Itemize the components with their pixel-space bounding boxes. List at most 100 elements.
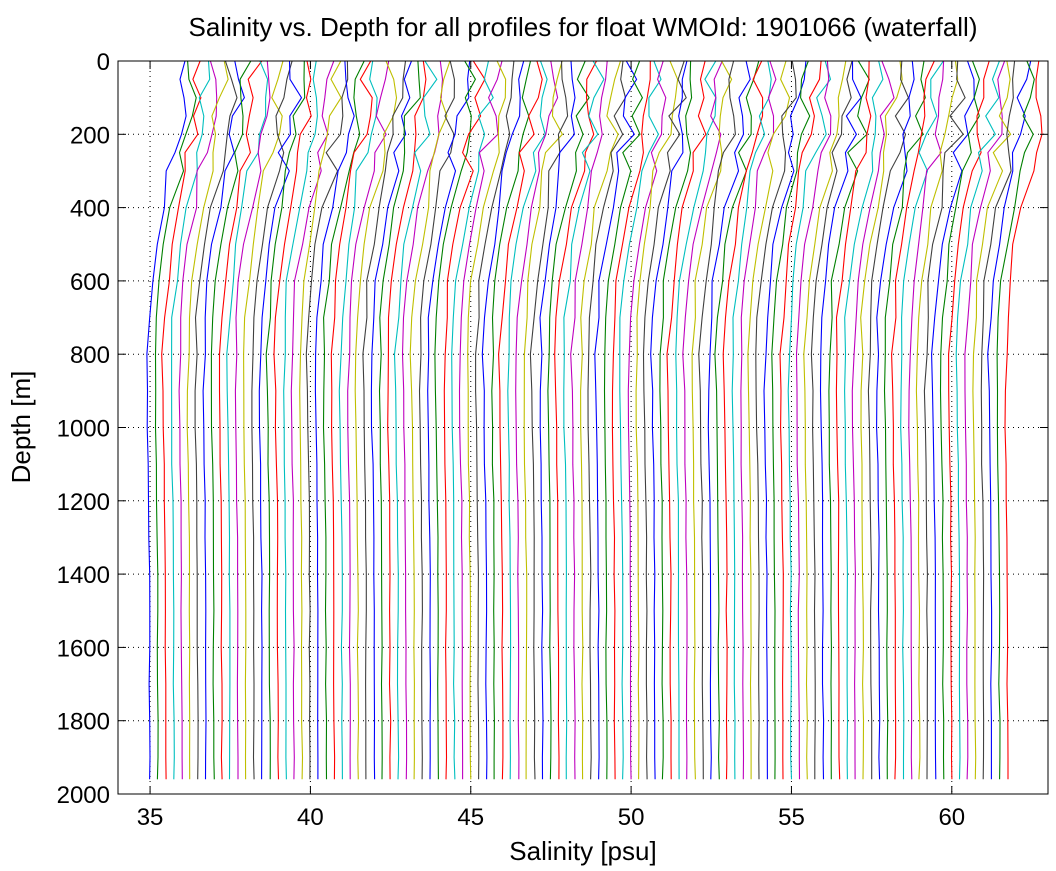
profile-line bbox=[393, 61, 438, 780]
y-tick-label: 1400 bbox=[57, 562, 110, 589]
profile-line bbox=[828, 61, 870, 780]
chart-title: Salinity vs. Depth for all profiles for … bbox=[188, 12, 978, 42]
x-tick-label: 60 bbox=[938, 804, 965, 831]
profile-line bbox=[810, 61, 853, 780]
profile-line bbox=[876, 61, 915, 780]
profile-line bbox=[370, 61, 413, 780]
profile-line bbox=[650, 61, 688, 780]
profile-line bbox=[178, 61, 218, 780]
profile-line bbox=[475, 61, 515, 780]
profile-line bbox=[755, 61, 797, 780]
profile-line bbox=[803, 61, 847, 780]
profile-line bbox=[698, 61, 736, 780]
profile-line bbox=[314, 61, 355, 780]
profile-line bbox=[161, 61, 202, 780]
profile-line bbox=[515, 61, 559, 780]
profile-line bbox=[659, 61, 693, 780]
y-tick-label: 0 bbox=[97, 49, 110, 76]
profile-line bbox=[570, 61, 608, 780]
y-tick-label: 800 bbox=[70, 342, 110, 369]
profile-line bbox=[347, 61, 390, 780]
profile-line bbox=[787, 61, 832, 780]
profile-line bbox=[587, 61, 627, 780]
x-tick-label: 40 bbox=[297, 804, 324, 831]
profile-line bbox=[290, 61, 335, 780]
profile-line bbox=[740, 61, 777, 780]
profile-line bbox=[409, 61, 451, 780]
profile-line bbox=[948, 61, 990, 780]
profile-line bbox=[299, 61, 342, 780]
profile-line bbox=[539, 61, 576, 780]
profile-line bbox=[322, 61, 365, 780]
profile-line bbox=[547, 61, 590, 780]
profile-line bbox=[491, 61, 532, 780]
profile-line bbox=[194, 61, 238, 780]
profile-line bbox=[563, 61, 605, 780]
profile-line bbox=[996, 61, 1035, 780]
profile-line bbox=[523, 61, 564, 780]
profile-line bbox=[507, 61, 548, 780]
profile-line bbox=[467, 61, 507, 780]
profile-line bbox=[747, 61, 791, 780]
profile-line bbox=[1004, 61, 1043, 780]
profile-line bbox=[964, 61, 1006, 780]
profile-line bbox=[458, 61, 503, 780]
profile-line bbox=[771, 61, 811, 780]
profile-line bbox=[851, 61, 895, 780]
x-tick-label: 35 bbox=[137, 804, 164, 831]
profile-line bbox=[401, 61, 444, 780]
profile-line bbox=[819, 61, 862, 780]
profile-line bbox=[387, 61, 427, 780]
y-tick-label: 2000 bbox=[57, 782, 110, 809]
y-tick-label: 400 bbox=[70, 196, 110, 223]
profile-line bbox=[186, 61, 229, 780]
y-tick-labels: 0 200 400 600 800 1000 1200 1400 1600 1800 2000 bbox=[57, 49, 110, 809]
profile-line bbox=[251, 61, 293, 780]
profile-line bbox=[972, 61, 1012, 780]
profile-line bbox=[619, 61, 662, 780]
profile-line bbox=[427, 61, 471, 780]
profile-line bbox=[707, 61, 751, 780]
profile-line bbox=[210, 61, 252, 780]
profile-line bbox=[218, 61, 263, 780]
profile-line bbox=[603, 61, 644, 780]
profile-line bbox=[283, 61, 318, 780]
profile-line bbox=[580, 61, 622, 780]
profile-line bbox=[915, 61, 959, 780]
profile-line bbox=[900, 61, 944, 780]
profile-line bbox=[362, 61, 407, 780]
profile-line bbox=[635, 61, 679, 780]
profile-line bbox=[691, 61, 733, 780]
profile-line bbox=[258, 61, 303, 780]
profile-line bbox=[714, 61, 760, 780]
profile-line bbox=[779, 61, 822, 780]
profile-line bbox=[418, 61, 455, 780]
profile-line bbox=[980, 61, 1016, 780]
profile-line bbox=[202, 61, 246, 780]
profile-line bbox=[987, 61, 1032, 780]
profile-line bbox=[763, 61, 807, 780]
profile-line bbox=[443, 61, 486, 780]
profile-line bbox=[154, 61, 197, 780]
profile-line bbox=[243, 61, 284, 780]
profile-line bbox=[451, 61, 494, 780]
profile-line bbox=[305, 61, 349, 780]
profile-line bbox=[554, 61, 597, 780]
y-tick-label: 1600 bbox=[57, 635, 110, 662]
profile-line bbox=[627, 61, 667, 780]
profile-line bbox=[611, 61, 651, 780]
profile-line bbox=[891, 61, 935, 780]
x-tick-label: 55 bbox=[778, 804, 805, 831]
profile-line bbox=[481, 61, 525, 780]
profile-line bbox=[908, 61, 945, 780]
y-tick-label: 1000 bbox=[57, 416, 110, 443]
profile-line bbox=[731, 61, 772, 780]
y-tick-label: 200 bbox=[70, 122, 110, 149]
profile-line bbox=[931, 61, 975, 780]
x-tick-labels: 35 40 45 50 55 60 bbox=[137, 804, 965, 831]
profile-line bbox=[844, 61, 884, 780]
profile-line bbox=[498, 61, 543, 780]
x-tick-label: 45 bbox=[457, 804, 484, 831]
profile-line bbox=[529, 61, 569, 780]
